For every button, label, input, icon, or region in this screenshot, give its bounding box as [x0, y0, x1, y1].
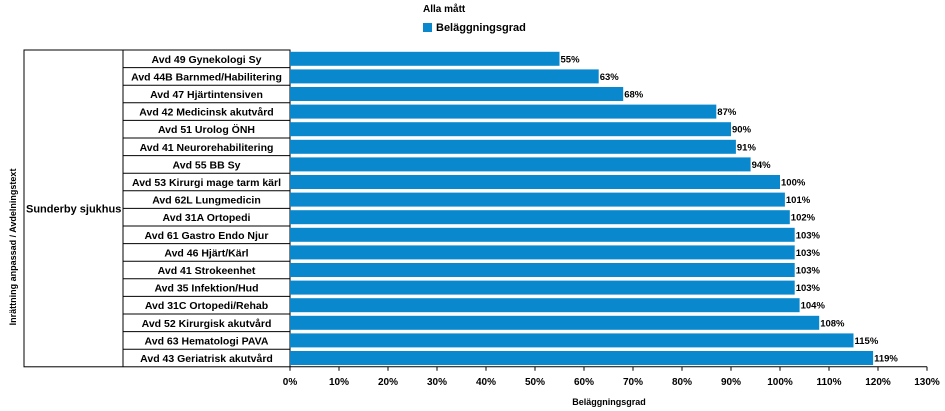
bar	[290, 69, 599, 84]
x-tick-label: 40%	[476, 377, 496, 388]
category-label: Avd 47 Hjärtintensiven	[150, 89, 263, 101]
bar	[290, 157, 751, 172]
category-label: Avd 51 Urolog ÖNH	[158, 123, 255, 136]
data-label: 102%	[791, 213, 816, 224]
x-tick-label: 120%	[865, 377, 891, 388]
legend: Alla mått Beläggningsgrad	[423, 3, 526, 34]
category-label: Avd 49 Gynekologi Sy	[152, 54, 262, 66]
data-label: 108%	[820, 318, 845, 329]
data-label: 87%	[717, 107, 737, 118]
bar	[290, 227, 795, 242]
data-label: 103%	[796, 283, 821, 294]
x-tick-label: 110%	[816, 377, 841, 388]
data-label: 90%	[732, 125, 752, 136]
legend-title: Alla mått	[423, 3, 466, 15]
x-tick-label: 30%	[427, 377, 447, 388]
group-label: Sunderby sjukhus	[26, 203, 121, 215]
legend-swatch	[423, 23, 432, 32]
x-tick-label: 90%	[721, 377, 741, 388]
x-tick-label: 20%	[378, 377, 398, 388]
x-tick-label: 0%	[283, 377, 298, 388]
x-tick-label: 10%	[329, 377, 349, 388]
bar	[290, 210, 790, 225]
data-label: 68%	[624, 90, 644, 101]
bar	[290, 139, 736, 154]
data-label: 91%	[737, 142, 757, 153]
legend-label: Beläggningsgrad	[436, 22, 526, 34]
y-axis-title: Inrättning anpassad / Avdelningstext	[8, 169, 18, 326]
category-label: Avd 62L Lungmedicin	[152, 195, 261, 207]
bar	[290, 280, 795, 295]
bar	[290, 245, 795, 260]
category-label: Avd 41 Neurorehabilitering	[140, 142, 274, 154]
data-label: 94%	[752, 160, 772, 171]
data-label: 119%	[874, 354, 898, 365]
data-label: 101%	[786, 195, 811, 206]
x-axis-title: Beläggningsgrad	[572, 397, 646, 407]
category-label: Avd 43 Geriatrisk akutvård	[140, 353, 273, 365]
x-tick-label: 100%	[767, 377, 793, 388]
bar	[290, 122, 731, 137]
bar	[290, 175, 780, 189]
category-label: Avd 46 Hjärt/Kärl	[164, 247, 248, 259]
data-label: 104%	[801, 301, 826, 312]
category-label: Avd 31C Ortopedi/Rehab	[145, 300, 268, 312]
x-axis: 0% 10% 20% 30% 40% 50% 60% 70% 80% 90% 100% 110% 120…	[283, 366, 940, 388]
category-label: Avd 53 Kirurgi mage tarm kärl	[132, 177, 281, 189]
bar	[290, 333, 854, 348]
category-label: Avd 42 Medicinsk akutvård	[139, 107, 273, 119]
bars: 55% 63% 68% 87% 90% 91% 94% 100% 101% 102% 103% 103…	[290, 51, 898, 365]
bar	[290, 263, 795, 277]
bar	[290, 298, 800, 313]
bar	[290, 192, 785, 207]
category-label: Avd 31A Ortopedi	[163, 212, 251, 224]
bar	[290, 315, 820, 330]
bar	[290, 87, 624, 101]
data-label: 103%	[796, 266, 821, 277]
category-label: Avd 35 Infektion/Hud	[154, 283, 258, 295]
data-label: 103%	[796, 230, 821, 241]
category-label: Avd 44B Barnmed/Habilitering	[131, 71, 282, 83]
category-label: Avd 61 Gastro Endo Njur	[145, 230, 269, 242]
category-label: Avd 55 BB Sy	[173, 159, 241, 171]
x-tick-label: 60%	[574, 377, 594, 388]
bar	[290, 51, 560, 66]
x-tick-label: 50%	[525, 377, 545, 388]
category-label: Avd 41 Strokeenhet	[158, 265, 256, 277]
data-label: 100%	[781, 178, 806, 189]
category-label: Avd 63 Hematologi PAVA	[145, 335, 269, 347]
category-label: Avd 52 Kirurgisk akutvård	[142, 318, 272, 330]
data-label: 55%	[561, 54, 581, 65]
x-tick-label: 80%	[672, 377, 692, 388]
bar	[290, 104, 717, 119]
x-tick-label: 130%	[914, 377, 940, 388]
x-tick-label: 70%	[623, 377, 643, 388]
row-header: Sunderby sjukhus Avd 49 Gynekologi Sy Avd …	[23, 49, 291, 368]
data-label: 63%	[600, 72, 620, 83]
bar	[290, 351, 874, 365]
data-label: 103%	[796, 248, 821, 259]
data-label: 115%	[855, 336, 879, 347]
